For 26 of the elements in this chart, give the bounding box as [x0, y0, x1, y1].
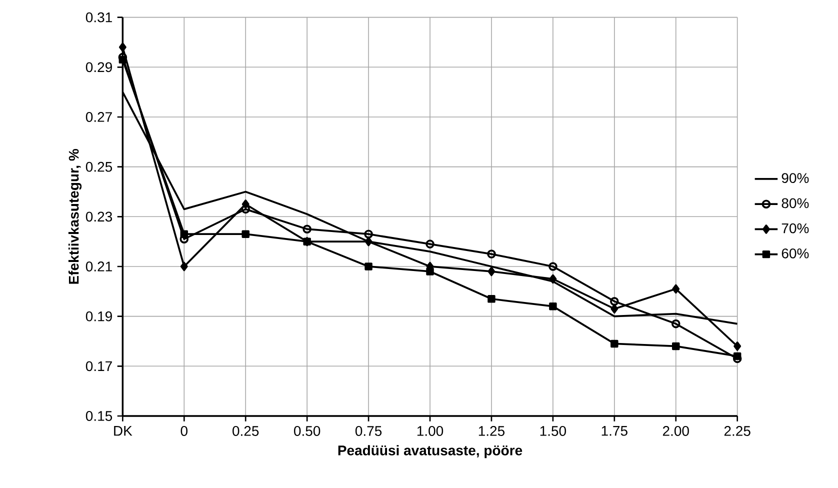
y-tick-label: 0.17: [86, 361, 112, 372]
y-axis-title: Efektiivkasutegur, %: [68, 148, 82, 284]
y-tick-label: 0.29: [86, 62, 112, 72]
x-tick-label: 1.75: [602, 426, 628, 436]
x-tick-label: 0.50: [294, 426, 320, 436]
x-tick-label: 2.00: [662, 426, 689, 436]
x-tick-label: 1.50: [540, 426, 566, 436]
x-axis-title: Peadüüsi avatusaste, pööre: [338, 445, 522, 458]
legend-label: 60%: [782, 248, 809, 258]
legend-label: 90%: [782, 173, 809, 184]
x-tick-label: 2.25: [724, 426, 750, 436]
x-tick-label: 0.75: [355, 426, 382, 436]
y-tick-label: 0.15: [86, 411, 112, 421]
y-tick-label: 0.23: [86, 212, 112, 222]
y-tick-label: 0.19: [86, 311, 112, 322]
legend-label: 70%: [782, 223, 809, 234]
legend-label: 80%: [782, 198, 809, 208]
x-tick-label: DK: [114, 426, 132, 436]
x-tick-label: 1.00: [417, 426, 444, 436]
x-tick-label: 0: [180, 426, 188, 436]
x-tick-label: 0.25: [232, 426, 259, 436]
y-tick-label: 0.21: [86, 262, 112, 272]
x-tick-label: 1.25: [478, 426, 504, 436]
y-tick-label: 0.27: [86, 112, 112, 122]
y-tick-label: 0.25: [86, 162, 112, 172]
y-tick-label: 0.31: [86, 12, 112, 22]
